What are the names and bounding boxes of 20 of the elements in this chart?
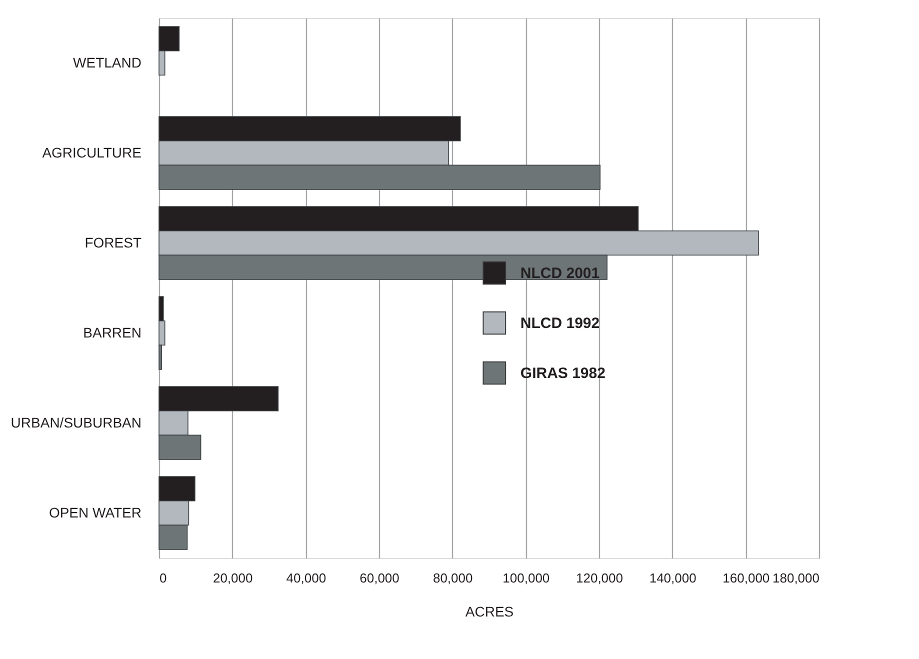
y-tick-label: AGRICULTURE <box>42 144 142 160</box>
x-axis-title: ACRES <box>465 604 514 620</box>
x-tick-label: 160,000 <box>722 570 770 586</box>
legend-label: NLCD 1992 <box>520 315 600 332</box>
legend-label: GIRAS 1982 <box>520 365 606 382</box>
x-tick-label: 60,000 <box>360 570 400 586</box>
y-tick-label: OPEN WATER <box>48 504 142 520</box>
x-tick-label: 0 <box>160 570 167 586</box>
x-tick-label: 180,000 <box>772 570 820 586</box>
y-tick-label: BARREN <box>83 324 142 340</box>
legend-label: NLCD 2001 <box>520 265 600 282</box>
x-tick-label: 20,000 <box>212 570 253 586</box>
y-tick-label: WETLAND <box>73 54 142 70</box>
y-tick-label: FOREST <box>84 234 142 250</box>
x-tick-label: 140,000 <box>649 570 696 586</box>
x-tick-label: 40,000 <box>286 570 326 586</box>
y-tick-label: URBAN/SUBURBAN <box>10 414 142 430</box>
x-tick-label: 80,000 <box>432 570 473 586</box>
x-tick-label: 100,000 <box>502 570 550 586</box>
x-tick-label: 120,000 <box>576 570 623 586</box>
